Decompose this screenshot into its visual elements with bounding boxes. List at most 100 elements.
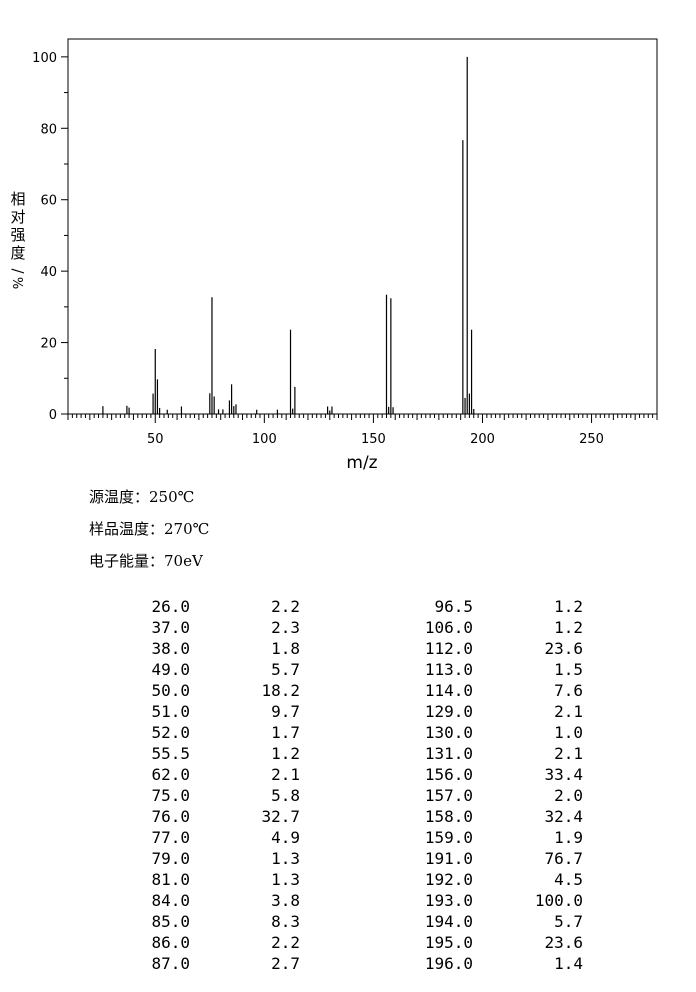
peak-mz: 157.0 [424, 786, 473, 805]
peak-mz: 62.0 [151, 765, 190, 784]
peak-mz: 106.0 [424, 618, 473, 637]
peak-mz: 114.0 [424, 681, 473, 700]
peak-table-row: 87.0 2.7 196.0 1.4 [0, 953, 696, 974]
peak-mz: 112.0 [424, 639, 473, 658]
peak-mz: 195.0 [424, 933, 473, 952]
electron-energy: 电子能量：70eV [89, 552, 203, 570]
peak-mz: 51.0 [151, 702, 190, 721]
peak-table-row: 38.0 1.8 112.0 23.6 [0, 638, 696, 659]
y-tick-label: 60 [40, 194, 57, 209]
peak-intensity: 2.1 [554, 744, 583, 763]
peak-intensity: 1.2 [271, 744, 300, 763]
peak-table-row: 37.0 2.3 106.0 1.2 [0, 617, 696, 638]
y-axis-ticks: 0 20 40 60 80 100 [32, 51, 68, 423]
peak-mz: 55.5 [151, 744, 190, 763]
peak-table-row: 75.0 5.8 157.0 2.0 [0, 785, 696, 806]
peak-intensity: 9.7 [271, 702, 300, 721]
peak-mz: 50.0 [151, 681, 190, 700]
y-tick-label: 100 [32, 51, 57, 66]
peak-intensity: 1.9 [554, 828, 583, 847]
peak-mz: 77.0 [151, 828, 190, 847]
peak-mz: 38.0 [151, 639, 190, 658]
x-axis-ticks: 50 100 150 200 250 [67, 414, 658, 447]
peak-table-row: 62.0 2.1 156.0 33.4 [0, 764, 696, 785]
peak-table-row: 79.0 1.3 191.0 76.7 [0, 848, 696, 869]
peak-intensity: 7.6 [554, 681, 583, 700]
peak-table-row: 77.0 4.9 159.0 1.9 [0, 827, 696, 848]
peak-table-row: 76.0 32.7 158.0 32.4 [0, 806, 696, 827]
source-temperature: 源温度：250℃ [89, 488, 195, 506]
peak-table-row: 55.5 1.2 131.0 2.1 [0, 743, 696, 764]
y-axis-label-char: / [9, 268, 27, 274]
peak-intensity: 1.4 [554, 954, 583, 973]
peak-mz: 75.0 [151, 786, 190, 805]
peak-table-row: 81.0 1.3 192.0 4.5 [0, 869, 696, 890]
peak-intensity: 4.9 [271, 828, 300, 847]
peak-mz: 76.0 [151, 807, 190, 826]
peak-table-row: 51.0 9.7 129.0 2.1 [0, 701, 696, 722]
y-tick-label: 80 [40, 122, 57, 137]
peak-mz: 49.0 [151, 660, 190, 679]
peak-mz: 79.0 [151, 849, 190, 868]
x-tick-label: 150 [361, 432, 386, 447]
peak-mz: 158.0 [424, 807, 473, 826]
plot-frame [67, 38, 658, 415]
peak-intensity: 32.4 [544, 807, 583, 826]
peak-intensity: 1.5 [554, 660, 583, 679]
peak-intensity: 76.7 [544, 849, 583, 868]
y-tick-label: 20 [40, 337, 57, 352]
spectrum-peaks [102, 56, 475, 414]
peak-intensity: 4.5 [554, 870, 583, 889]
peak-table-row: 49.0 5.7 113.0 1.5 [0, 659, 696, 680]
peak-mz: 87.0 [151, 954, 190, 973]
peak-mz: 196.0 [424, 954, 473, 973]
peak-intensity: 1.3 [271, 849, 300, 868]
y-axis-label-char: 对 [10, 208, 25, 226]
peak-table-row: 85.0 8.3 194.0 5.7 [0, 911, 696, 932]
y-tick-label: 40 [40, 265, 57, 280]
peak-mz: 84.0 [151, 891, 190, 910]
peak-table-row: 50.0 18.2 114.0 7.6 [0, 680, 696, 701]
x-tick-label: 200 [470, 432, 495, 447]
peak-intensity: 1.2 [554, 618, 583, 637]
peak-mz: 81.0 [151, 870, 190, 889]
peak-intensity: 2.1 [271, 765, 300, 784]
peak-mz: 131.0 [424, 744, 473, 763]
peak-mz: 96.5 [434, 597, 473, 616]
peak-intensity: 23.6 [544, 933, 583, 952]
peak-intensity: 1.3 [271, 870, 300, 889]
x-tick-label: 100 [252, 432, 277, 447]
peak-intensity: 5.7 [554, 912, 583, 931]
peak-table-row: 86.0 2.2 195.0 23.6 [0, 932, 696, 953]
y-axis-label-char: % [9, 277, 24, 289]
peak-intensity: 18.2 [261, 681, 300, 700]
y-axis-label-char: 强 [10, 226, 25, 244]
x-axis-label: m/z [346, 453, 377, 473]
peak-intensity: 100.0 [534, 891, 583, 910]
peak-intensity: 5.8 [271, 786, 300, 805]
peak-mz: 86.0 [151, 933, 190, 952]
peak-mz: 113.0 [424, 660, 473, 679]
peak-mz: 192.0 [424, 870, 473, 889]
peak-mz: 26.0 [151, 597, 190, 616]
peak-intensity: 2.0 [554, 786, 583, 805]
peak-table-row: 26.0 2.2 96.5 1.2 [0, 596, 696, 617]
peak-mz: 159.0 [424, 828, 473, 847]
peak-mz: 191.0 [424, 849, 473, 868]
peak-mz: 129.0 [424, 702, 473, 721]
peak-mz: 156.0 [424, 765, 473, 784]
peak-mz: 85.0 [151, 912, 190, 931]
peak-mz: 37.0 [151, 618, 190, 637]
sample-temperature: 样品温度：270℃ [89, 520, 210, 538]
peak-intensity: 2.3 [271, 618, 300, 637]
peak-table-row: 84.0 3.8 193.0 100.0 [0, 890, 696, 911]
peak-intensity: 8.3 [271, 912, 300, 931]
peak-mz: 194.0 [424, 912, 473, 931]
peak-intensity: 2.1 [554, 702, 583, 721]
peak-mz: 52.0 [151, 723, 190, 742]
peak-intensity: 2.2 [271, 933, 300, 952]
x-tick-label: 250 [579, 432, 604, 447]
peak-intensity: 5.7 [271, 660, 300, 679]
peak-intensity: 1.7 [271, 723, 300, 742]
